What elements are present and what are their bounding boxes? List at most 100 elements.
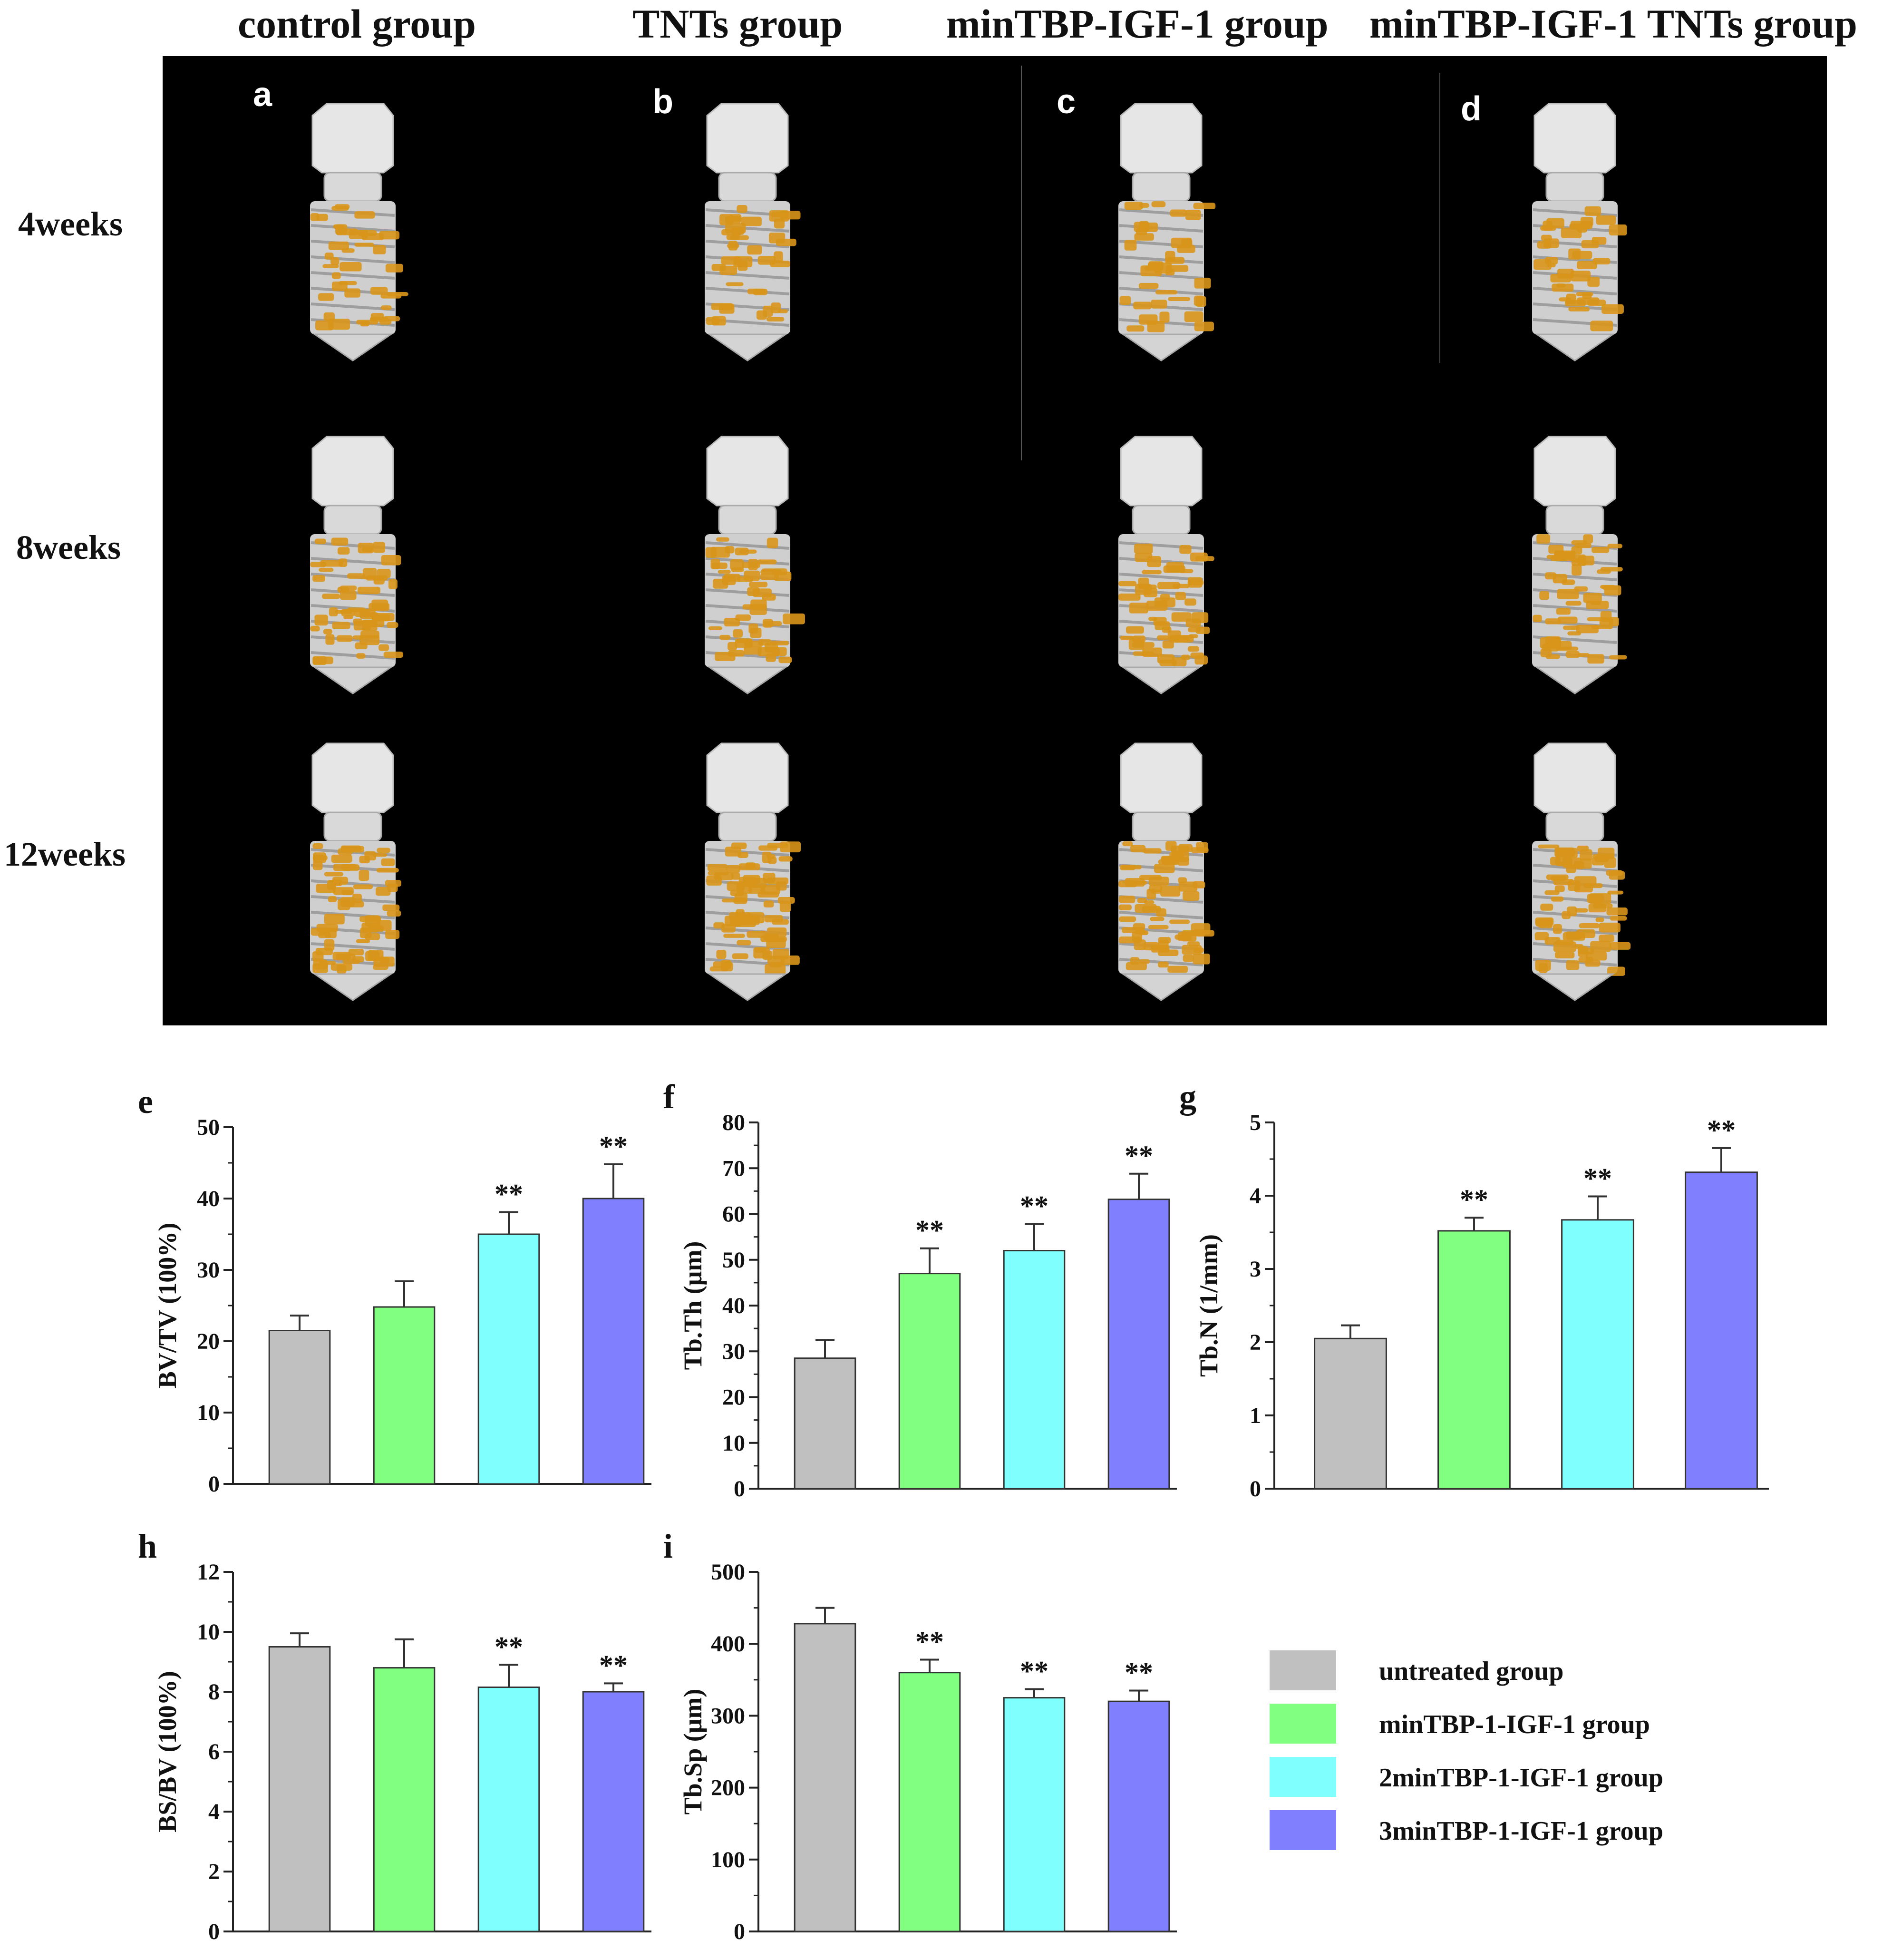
legend-item: 2minTBP-1-IGF-1 group — [1270, 1757, 1902, 1800]
bone-fragment — [381, 555, 401, 566]
legend-label: 3minTBP-1-IGF-1 group — [1379, 1816, 1663, 1846]
bone-fragment — [731, 872, 740, 880]
implant-thread — [1119, 588, 1203, 597]
bone-fragment — [337, 965, 347, 974]
bone-fragment — [716, 537, 729, 542]
implant-tip — [1121, 973, 1202, 1001]
bone-fragment — [1590, 941, 1611, 952]
legend-item: 3minTBP-1-IGF-1 group — [1270, 1810, 1902, 1853]
bone-fragment — [760, 573, 779, 580]
y-tick-label: 20 — [197, 1329, 220, 1354]
y-tick-label: 200 — [711, 1775, 745, 1801]
bone-fragment — [1160, 594, 1170, 601]
bone-fragment — [333, 864, 352, 871]
bone-fragment — [770, 261, 791, 267]
implant-neck — [718, 505, 777, 535]
significance-label: ** — [1020, 1655, 1048, 1687]
bone-fragment — [767, 537, 778, 548]
bone-fragment — [1118, 896, 1135, 903]
bone-fragment — [1179, 545, 1192, 554]
legend-label: 2minTBP-1-IGF-1 group — [1379, 1763, 1663, 1793]
bone-fragment — [728, 642, 738, 651]
row-label-8weeks: 8weeks — [16, 528, 121, 566]
bone-fragment — [1540, 225, 1556, 231]
y-tick-label: 300 — [711, 1703, 745, 1728]
y-axis-label: Tb.Th (μm) — [679, 1241, 707, 1370]
y-tick-label: 60 — [722, 1202, 745, 1227]
bone-fragment — [1539, 591, 1550, 600]
bone-fragment — [1554, 951, 1575, 959]
bone-fragment — [1137, 898, 1147, 903]
bone-fragment — [314, 538, 327, 545]
bone-fragment — [1548, 545, 1564, 554]
bone-fragment — [1592, 854, 1614, 859]
bone-fragment — [1535, 919, 1553, 927]
y-tick-label: 0 — [734, 1919, 745, 1944]
bar — [582, 1691, 645, 1932]
panel-letter-d: d — [1461, 90, 1482, 128]
bone-fragment — [1553, 574, 1568, 584]
implant-thread — [311, 208, 395, 217]
panel-letter-e: e — [138, 1082, 153, 1121]
y-tick-label: 0 — [1250, 1476, 1261, 1502]
bone-fragment — [1555, 858, 1570, 866]
bone-fragment — [312, 963, 328, 973]
bone-fragment — [1177, 245, 1195, 253]
y-tick-label: 12 — [197, 1560, 220, 1585]
bone-fragment — [1190, 652, 1204, 659]
y-tick-label: 8 — [208, 1679, 220, 1705]
bone-fragment — [373, 577, 385, 585]
bone-fragment — [1136, 880, 1147, 885]
bone-fragment — [1565, 651, 1580, 658]
bone-fragment — [1119, 296, 1131, 305]
bone-fragment — [1169, 919, 1190, 924]
bone-fragment — [736, 909, 745, 917]
bone-fragment — [368, 924, 380, 932]
bone-fragment — [1160, 886, 1181, 897]
bone-fragment — [313, 852, 326, 863]
significance-label: ** — [599, 1649, 628, 1681]
legend-swatch — [1270, 1704, 1336, 1744]
implant-neck — [718, 811, 777, 842]
bone-fragment — [716, 950, 727, 959]
column-title-mintbp: minTBP-IGF-1 group — [946, 1, 1329, 47]
bone-fragment — [359, 870, 369, 881]
bone-fragment — [747, 931, 767, 938]
bone-fragment — [1155, 290, 1178, 295]
bone-fragment — [1167, 965, 1188, 973]
bone-fragment — [719, 634, 731, 640]
implant-body — [1532, 534, 1618, 667]
bone-fragment — [1139, 314, 1158, 325]
panel-letter-c: c — [1057, 83, 1076, 121]
implant-image — [1118, 103, 1216, 361]
bone-fragment — [360, 321, 370, 327]
bone-fragment — [325, 634, 335, 645]
bone-fragment — [1122, 841, 1133, 847]
bone-fragment — [1118, 904, 1132, 910]
bone-fragment — [1574, 908, 1588, 913]
bone-fragment — [341, 248, 355, 253]
bone-fragment — [1606, 907, 1628, 916]
bone-fragment — [1568, 307, 1590, 312]
implant-head — [1533, 742, 1616, 813]
bone-fragment — [310, 561, 326, 567]
bone-fragment — [1535, 960, 1551, 971]
bone-fragment — [356, 653, 366, 659]
implant-image — [705, 103, 801, 361]
bone-fragment — [336, 635, 353, 642]
implant-image — [1532, 742, 1631, 1001]
bone-fragment — [354, 243, 374, 247]
bone-fragment — [328, 241, 349, 250]
implant-neck — [1132, 811, 1191, 842]
bone-fragment — [726, 282, 744, 286]
bone-fragment — [737, 940, 751, 946]
bone-fragment — [763, 305, 773, 317]
bone-fragment — [771, 302, 781, 313]
bone-fragment — [1590, 321, 1613, 332]
bone-fragment — [316, 884, 336, 893]
implant-thread — [1533, 287, 1617, 295]
bone-fragment — [1553, 879, 1574, 886]
y-tick-label: 10 — [197, 1400, 220, 1425]
bone-fragment — [375, 887, 391, 896]
significance-label: ** — [1125, 1140, 1153, 1171]
